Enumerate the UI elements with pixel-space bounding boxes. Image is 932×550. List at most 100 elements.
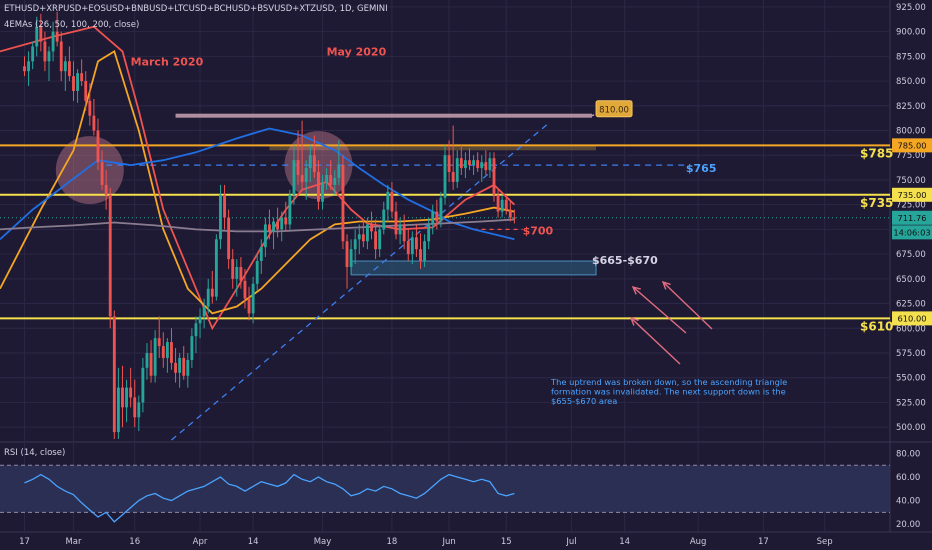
candle-body [504,199,508,210]
callout-connector [591,114,595,117]
rsi-legend: RSI (14, close) [4,448,66,458]
time-tick-label: 14 [248,537,259,547]
annotation-label: $665-$670 [592,254,658,267]
candle-body [121,387,124,408]
candle-body [145,352,149,368]
support-zone-box [350,260,597,276]
candle-body [280,217,284,230]
candle-body [459,158,463,169]
candle-body [63,61,67,72]
candle-body [394,211,398,235]
candle-body [284,217,288,225]
arrow-icon [632,286,687,334]
candle-body [174,362,177,373]
candle-body [329,175,333,185]
candle-body [500,199,504,212]
candle-body [292,160,296,195]
candle-body [349,249,353,267]
candle-body [92,115,96,131]
candle-body [378,229,382,250]
candle-body [321,181,324,202]
candle-body [108,194,112,317]
candle-body [219,194,222,240]
candle-body [84,81,88,101]
candle-body [243,280,247,299]
candle-body [67,61,71,77]
candle-body [325,175,329,182]
price-tick-label: 500.00 [896,423,926,433]
candle-body [455,158,459,182]
candle-body [370,224,373,232]
time-tick-label: Aug [690,537,707,547]
candle-body [186,359,190,376]
price-axis[interactable]: 925.00 900.00 875.00 850.00 825.00 800.00 775.… [892,3,932,433]
candle-body [133,397,137,418]
candle-body [361,234,365,242]
time-tick-label: 18 [387,537,398,547]
annotation-label: May 2020 [327,45,387,58]
callout-text: 810.00 [599,105,629,115]
price-tick-label: 525.00 [896,398,926,408]
time-tick-label: 17 [758,537,769,547]
candle-body [386,191,390,210]
candle-body [476,160,480,169]
candle-body [337,165,341,178]
candle-body [443,155,447,198]
candle-body [129,387,133,398]
candle-body [76,73,79,91]
price-tick-label: 800.00 [896,127,926,137]
price-tick-label: 725.00 [896,201,926,211]
candle-body [484,162,488,171]
candle-body [161,346,165,358]
candle-body [451,172,455,182]
annotation-label: $700 [523,224,554,237]
candle-body [157,338,161,347]
candle-body [357,234,361,240]
price-tick-label: 925.00 [896,3,926,13]
time-tick-label: May [314,537,332,547]
price-tick-label: 775.00 [896,151,926,161]
candle-body [198,316,202,324]
candle-body [435,211,439,222]
candle-body [31,46,35,62]
resistance-zone-box [269,146,597,151]
candle-body [153,338,157,376]
candle-body [231,259,235,279]
candle-body [239,266,243,281]
time-tick-label: 15 [501,537,512,547]
candle-body [112,316,116,433]
candle-body [104,184,108,195]
ascending-trendline [171,124,548,441]
candle-body [149,352,153,376]
candle-body [423,241,427,262]
candle-body [512,217,516,219]
candle-body [100,162,104,185]
candle-body [488,158,492,171]
candle-body [80,73,84,82]
candle-body [141,367,145,403]
time-axis[interactable]: 17 Mar 16 Apr 14 May 18 Jun 15 Jul 14 Aug 17 Sep [19,537,833,547]
price-tick-label: 650.00 [896,275,926,285]
candle-body [59,41,63,72]
rsi-band [0,465,890,513]
candle-body [480,162,484,169]
arrowhead-icon [661,280,671,290]
price-tick-label: 550.00 [896,374,926,384]
candle-body [406,241,410,255]
price-tick-label: 675.00 [896,250,926,260]
candle-body [272,221,275,232]
candle-body [496,194,500,212]
level-price-label: $735 [860,196,893,210]
candle-body [439,197,443,222]
annotation-label: $765 [686,162,717,175]
rsi-tick-label: 60.00 [896,473,920,483]
candle-body [447,155,451,173]
symbol-title: ETHUSD+XRPUSD+EOSUSD+BNBUSD+LTCUSD+BCHUS… [4,4,388,14]
candle-body [390,191,394,212]
candle-body [300,175,304,182]
price-tick-label: 875.00 [896,52,926,62]
candle-body [419,249,422,262]
candle-body [431,211,435,224]
time-tick-label: 16 [129,537,140,547]
